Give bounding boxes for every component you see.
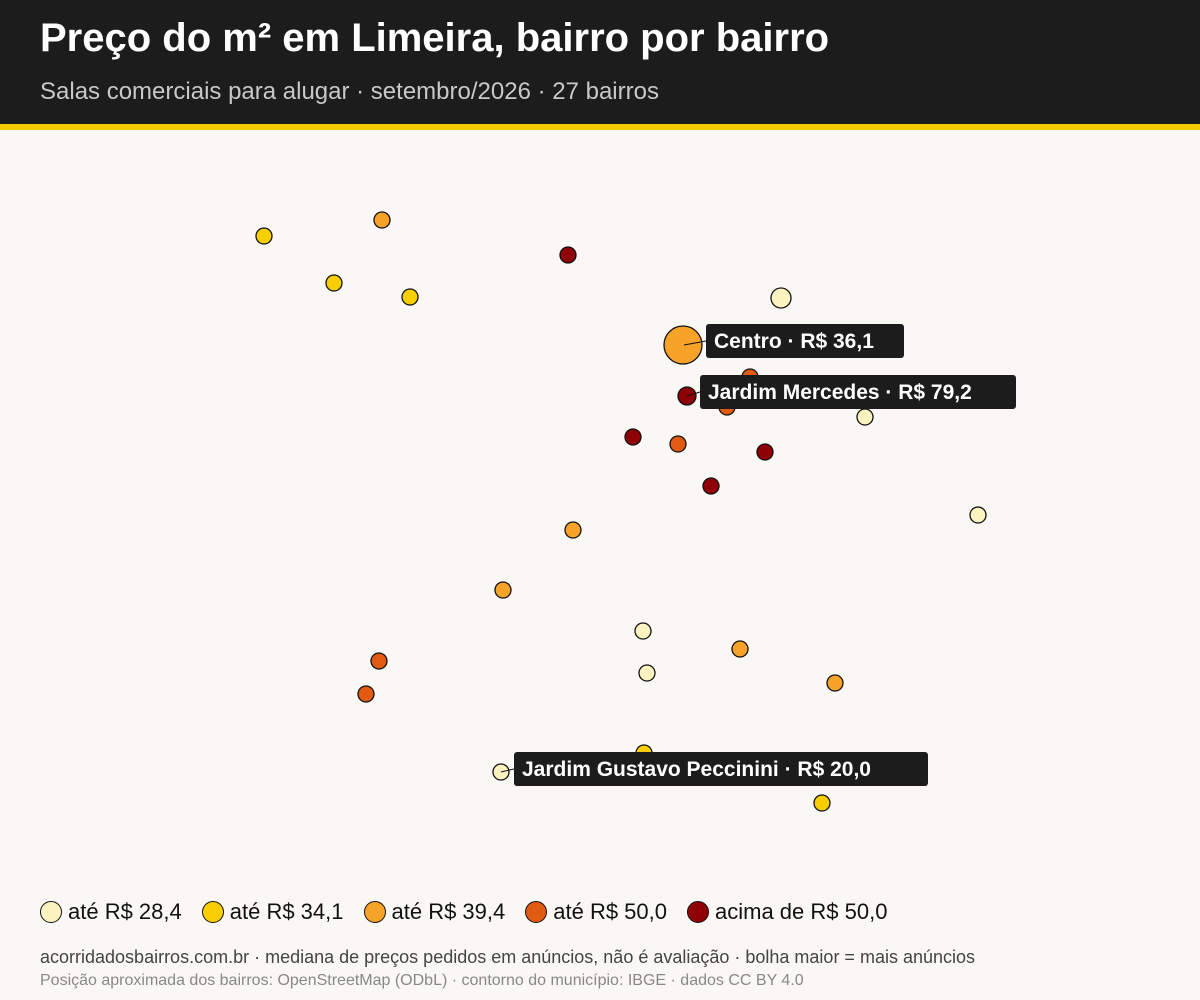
neighborhood-bubble: [826, 674, 844, 692]
footer-credits: Posição aproximada dos bairros: OpenStre…: [40, 972, 804, 989]
neighborhood-bubble: [559, 246, 577, 264]
label-leader-line: [500, 768, 515, 773]
legend-item: acima de R$ 50,0: [687, 899, 887, 925]
legend-item: até R$ 28,4: [40, 899, 182, 925]
label-leader-line: [683, 340, 707, 346]
neighborhood-label: Centro · R$ 36,1: [714, 330, 874, 353]
footer-source: acorridadosbairros.com.br · mediana de p…: [40, 947, 976, 967]
legend-item: até R$ 50,0: [525, 899, 667, 925]
neighborhood-bubble: [401, 288, 419, 306]
neighborhood-bubble: [373, 211, 391, 229]
legend-label: até R$ 28,4: [68, 899, 182, 924]
neighborhood-label: Jardim Gustavo Peccinini · R$ 20,0: [522, 758, 871, 781]
neighborhood-bubble: [856, 408, 874, 426]
neighborhood-bubble: [255, 227, 273, 245]
neighborhood-bubble: [494, 581, 512, 599]
neighborhood-label: Jardim Mercedes · R$ 79,2: [708, 381, 972, 404]
neighborhood-bubble: [969, 506, 987, 524]
neighborhood-bubble: [370, 652, 388, 670]
legend-swatch: [525, 901, 548, 923]
neighborhood-label-box: [700, 375, 1016, 409]
legend-label: até R$ 34,1: [229, 899, 344, 924]
neighborhood-bubble: [624, 428, 642, 446]
header-accent-bar: [0, 124, 1200, 130]
legend-swatch: [363, 901, 386, 923]
neighborhood-bubble: [813, 794, 831, 812]
legend-swatch: [40, 901, 62, 923]
neighborhood-bubble: [702, 477, 720, 495]
legend-label: acima de R$ 50,0: [715, 899, 888, 924]
neighborhood-bubble: [357, 685, 375, 703]
legend-label: até R$ 50,0: [553, 899, 667, 924]
neighborhood-bubble: [325, 274, 343, 292]
legend: até R$ 28,4 até R$ 34,1 até R$ 39,4 até …: [40, 895, 907, 929]
neighborhood-bubble: [756, 443, 774, 461]
legend-swatch: [201, 901, 224, 923]
neighborhood-bubble: [770, 287, 792, 309]
neighborhood-label-box: [706, 324, 904, 358]
legend-item: até R$ 34,1: [201, 899, 344, 925]
neighborhood-bubble: [564, 521, 582, 539]
neighborhood-label-box: [514, 752, 928, 786]
neighborhood-bubble: [731, 640, 749, 658]
bubble-map: Centro · R$ 36,1 Jardim Mercedes · R$ 79,…: [255, 211, 1016, 812]
legend-swatch: [687, 901, 709, 923]
neighborhood-bubble: [669, 435, 687, 453]
neighborhood-bubble: [634, 622, 652, 640]
legend-label: até R$ 39,4: [391, 899, 506, 924]
label-leader-line: [686, 391, 701, 397]
page-subtitle: Salas comerciais para alugar · setembro/…: [40, 78, 659, 105]
neighborhood-bubble: [638, 664, 656, 682]
page-title: Preço do m² em Limeira, bairro por bairr…: [40, 16, 830, 60]
legend-item: até R$ 39,4: [363, 899, 506, 925]
neighborhood-bubble: [663, 325, 703, 365]
header: Preço do m² em Limeira, bairro por bairr…: [0, 0, 1200, 124]
